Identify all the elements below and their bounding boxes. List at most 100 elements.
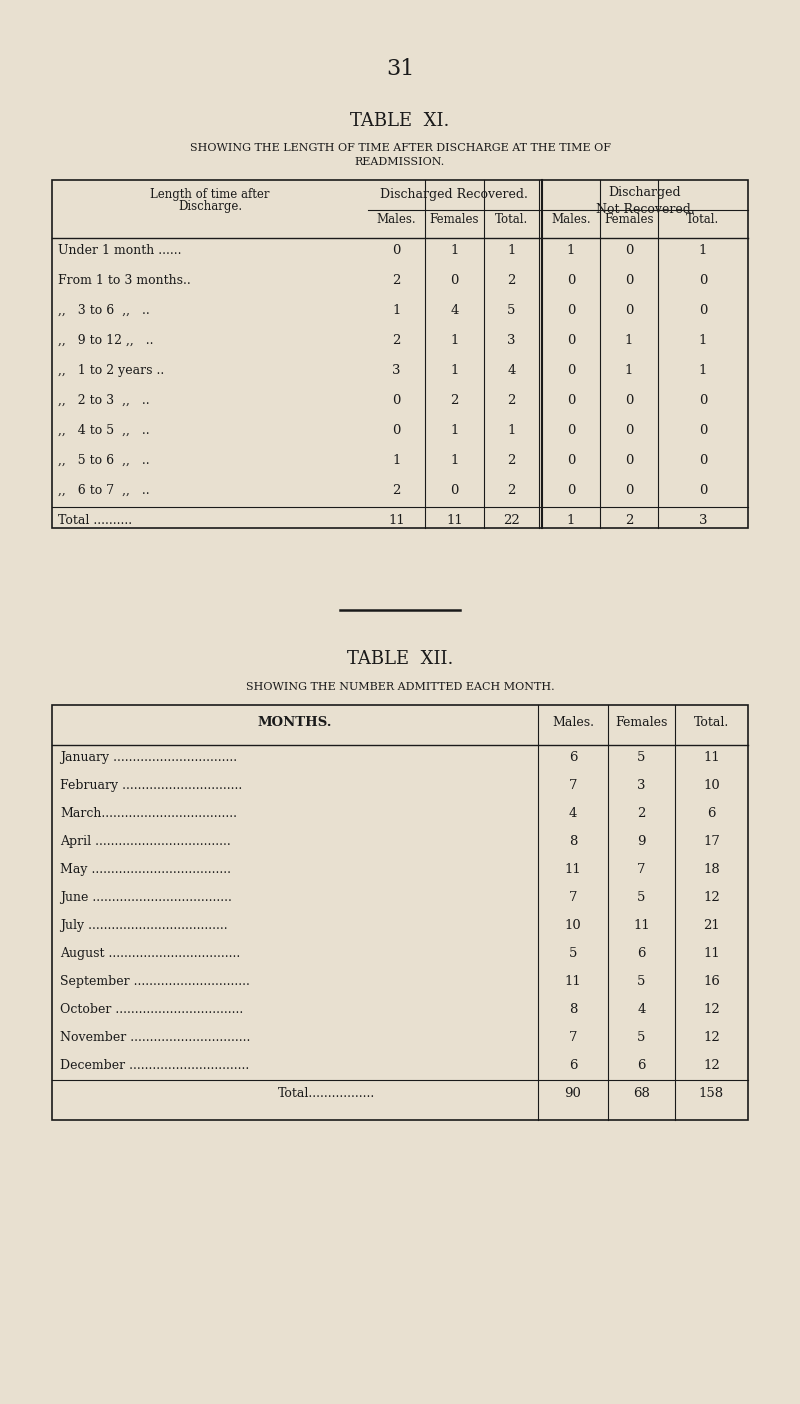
Text: 0: 0: [625, 395, 633, 407]
Text: 8: 8: [569, 1002, 577, 1016]
Text: 2: 2: [507, 453, 516, 468]
Text: Discharged Recovered.: Discharged Recovered.: [379, 188, 527, 201]
Text: 2: 2: [625, 514, 633, 526]
Text: 0: 0: [567, 305, 575, 317]
Text: September ..............................: September ..............................: [60, 974, 250, 988]
Text: Total.: Total.: [495, 213, 528, 226]
Text: 8: 8: [569, 835, 577, 848]
Text: 11: 11: [446, 514, 463, 526]
Text: 0: 0: [567, 334, 575, 347]
Text: 9: 9: [638, 835, 646, 848]
Text: 0: 0: [450, 484, 458, 497]
Text: 3: 3: [507, 334, 516, 347]
Text: 7: 7: [638, 863, 646, 876]
Text: April ...................................: April ..................................…: [60, 835, 230, 848]
Text: 0: 0: [625, 424, 633, 437]
Text: SHOWING THE NUMBER ADMITTED EACH MONTH.: SHOWING THE NUMBER ADMITTED EACH MONTH.: [246, 682, 554, 692]
Text: 1: 1: [625, 334, 633, 347]
Text: Discharge.: Discharge.: [178, 199, 242, 213]
Text: 5: 5: [638, 1031, 646, 1045]
Text: 12: 12: [703, 1031, 720, 1045]
Text: 12: 12: [703, 1059, 720, 1073]
Text: ,,   2 to 3  ,,   ..: ,, 2 to 3 ,, ..: [58, 395, 150, 407]
Text: Length of time after: Length of time after: [150, 188, 270, 201]
Text: 0: 0: [567, 274, 575, 286]
Text: July ....................................: July ...................................…: [60, 920, 228, 932]
Text: 16: 16: [703, 974, 720, 988]
Text: 11: 11: [388, 514, 405, 526]
Text: 90: 90: [565, 1087, 582, 1099]
Text: TABLE  XII.: TABLE XII.: [347, 650, 453, 668]
Text: 4: 4: [450, 305, 458, 317]
Text: 0: 0: [450, 274, 458, 286]
Text: 1: 1: [507, 244, 516, 257]
Text: 17: 17: [703, 835, 720, 848]
Text: 1: 1: [625, 364, 633, 378]
Text: 12: 12: [703, 892, 720, 904]
Text: 0: 0: [567, 424, 575, 437]
Text: 0: 0: [699, 424, 707, 437]
Text: ,,   9 to 12 ,,   ..: ,, 9 to 12 ,, ..: [58, 334, 154, 347]
Text: 0: 0: [699, 453, 707, 468]
Text: 2: 2: [507, 484, 516, 497]
Text: 0: 0: [699, 484, 707, 497]
Text: From 1 to 3 months..: From 1 to 3 months..: [58, 274, 190, 286]
Text: 7: 7: [569, 1031, 578, 1045]
Text: 2: 2: [507, 395, 516, 407]
Text: 2: 2: [450, 395, 458, 407]
Text: October .................................: October ................................…: [60, 1002, 243, 1016]
Text: 10: 10: [565, 920, 582, 932]
Text: 6: 6: [638, 1059, 646, 1073]
Text: 1: 1: [450, 424, 458, 437]
Text: 0: 0: [625, 244, 633, 257]
Text: 2: 2: [507, 274, 516, 286]
Text: January ................................: January ................................: [60, 751, 237, 764]
Text: Females: Females: [615, 716, 668, 729]
Text: June ....................................: June ...................................…: [60, 892, 232, 904]
Text: 3: 3: [698, 514, 707, 526]
Text: Discharged
Not Recovered.: Discharged Not Recovered.: [596, 185, 694, 216]
Text: 21: 21: [703, 920, 720, 932]
Text: 1: 1: [450, 334, 458, 347]
Text: 0: 0: [625, 274, 633, 286]
Text: 4: 4: [569, 807, 577, 820]
Text: 68: 68: [633, 1087, 650, 1099]
Text: Males.: Males.: [552, 716, 594, 729]
Text: 0: 0: [567, 453, 575, 468]
Text: 4: 4: [638, 1002, 646, 1016]
Text: 12: 12: [703, 1002, 720, 1016]
Text: 0: 0: [392, 395, 401, 407]
Bar: [52, 705, 748, 1120]
Text: 5: 5: [507, 305, 516, 317]
Text: 5: 5: [569, 948, 577, 960]
Text: 11: 11: [703, 751, 720, 764]
Text: 1: 1: [450, 453, 458, 468]
Text: 11: 11: [565, 974, 582, 988]
Text: 31: 31: [386, 58, 414, 80]
Text: Total.................: Total.................: [278, 1087, 375, 1099]
Text: Males.: Males.: [377, 213, 416, 226]
Text: 1: 1: [392, 453, 401, 468]
Text: 2: 2: [392, 274, 401, 286]
Text: 3: 3: [638, 779, 646, 792]
Text: 0: 0: [392, 424, 401, 437]
Text: 2: 2: [638, 807, 646, 820]
Text: November ...............................: November ...............................: [60, 1031, 250, 1045]
Text: 1: 1: [567, 244, 575, 257]
Text: 0: 0: [699, 274, 707, 286]
Text: 5: 5: [638, 892, 646, 904]
Text: 158: 158: [699, 1087, 724, 1099]
Text: 6: 6: [569, 1059, 578, 1073]
Text: 0: 0: [699, 395, 707, 407]
Text: Females: Females: [604, 213, 654, 226]
Text: 1: 1: [507, 424, 516, 437]
Text: 1: 1: [699, 334, 707, 347]
Text: ,,   4 to 5  ,,   ..: ,, 4 to 5 ,, ..: [58, 424, 150, 437]
Text: 0: 0: [625, 453, 633, 468]
Text: 0: 0: [625, 305, 633, 317]
Text: SHOWING THE LENGTH OF TIME AFTER DISCHARGE AT THE TIME OF: SHOWING THE LENGTH OF TIME AFTER DISCHAR…: [190, 143, 610, 153]
Text: 10: 10: [703, 779, 720, 792]
Text: ,,   6 to 7  ,,   ..: ,, 6 to 7 ,, ..: [58, 484, 150, 497]
Text: 22: 22: [503, 514, 520, 526]
Text: 0: 0: [625, 484, 633, 497]
